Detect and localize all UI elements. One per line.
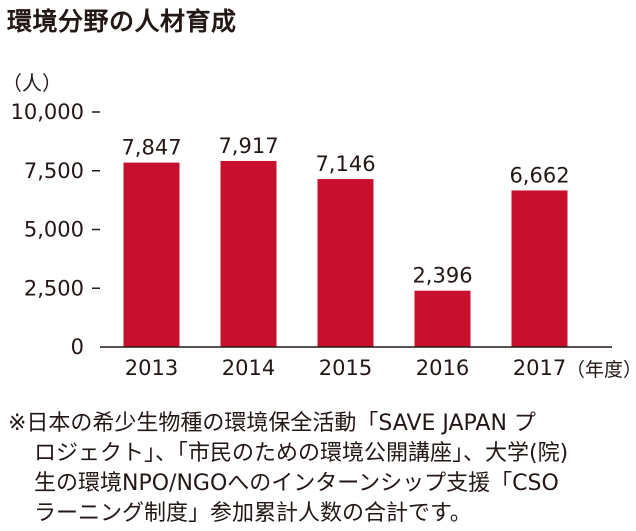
y-axis-unit-label: （人） xyxy=(2,71,62,95)
x-tick-label: 2016 xyxy=(416,356,469,380)
bar-chart: （人） 0 2,500 5,000 7,500 10,000 7,847 7,917 7,1… xyxy=(2,71,636,381)
data-label: 7,146 xyxy=(315,152,375,176)
bar xyxy=(123,162,180,347)
footnote-line: ※日本の希少生物種の環境保全活動「SAVE JAPAN プ xyxy=(8,411,536,436)
y-tick-label: 7,500 xyxy=(24,159,84,183)
footnote: ※日本の希少生物種の環境保全活動「SAVE JAPAN プ ロジェクト」、「市民… xyxy=(8,409,628,529)
chart-title: 環境分野の人材育成 xyxy=(7,7,237,36)
bar xyxy=(220,160,277,347)
x-tick-label: 2017 xyxy=(513,356,566,380)
x-tick-label: 2015 xyxy=(319,356,372,380)
y-tick-label: 2,500 xyxy=(24,276,84,300)
y-tick-label: 5,000 xyxy=(24,218,84,242)
data-label: 7,847 xyxy=(121,136,181,160)
footnote-line: ラーニング制度」参加累計人数の合計です。 xyxy=(34,501,472,526)
bar xyxy=(414,290,471,347)
x-tick-label: 2014 xyxy=(222,356,275,380)
footnote-line: 生の環境NPO/NGOへのインターンシップ支援「CSO xyxy=(34,471,559,496)
y-axis: 0 2,500 5,000 7,500 10,000 xyxy=(11,100,100,359)
x-axis-unit-label: （年度） xyxy=(566,359,636,381)
x-axis: 2013 2014 2015 2016 2017 xyxy=(100,346,612,380)
bar xyxy=(317,179,374,347)
data-label: 7,917 xyxy=(218,134,278,158)
y-tick-label: 10,000 xyxy=(11,100,84,124)
footnote-line: ロジェクト」、「市民のための環境公開講座」、大学(院) xyxy=(34,441,569,466)
data-label: 2,396 xyxy=(412,264,472,288)
bar xyxy=(511,190,568,347)
y-tick-label: 0 xyxy=(71,335,84,359)
data-label: 6,662 xyxy=(509,163,569,187)
bars: 7,847 7,917 7,146 2,396 6,662 xyxy=(121,134,570,347)
x-tick-label: 2013 xyxy=(125,356,178,380)
